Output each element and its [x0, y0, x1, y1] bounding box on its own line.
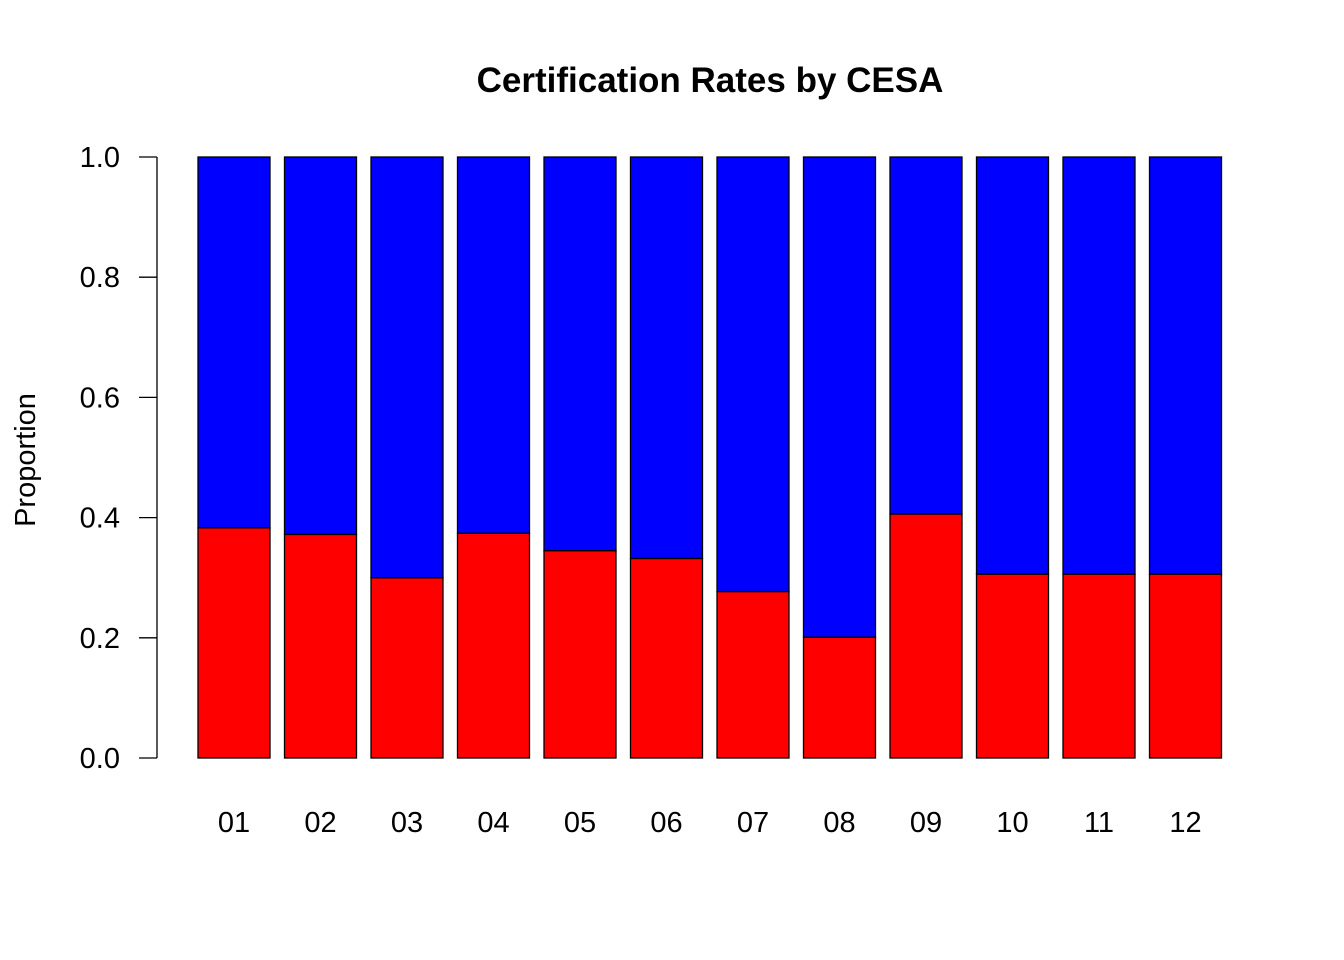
- bar-segment-11-0: [1062, 573, 1136, 759]
- x-tick-label: 02: [304, 807, 336, 839]
- x-axis-labels: 01 02 03 04 05 06 07 08 09 10 11 12: [218, 807, 1202, 839]
- bar-segment-09-0: [889, 513, 963, 759]
- y-tick-label: 0.8: [80, 262, 120, 294]
- bar-segment-08-0: [802, 636, 877, 759]
- x-tick-label: 11: [1084, 807, 1114, 839]
- y-axis-label: Proportion: [10, 393, 42, 527]
- x-tick-label: 12: [1169, 807, 1201, 839]
- bar-segment-04-1: [456, 156, 531, 534]
- bar-segment-05-0: [543, 550, 617, 759]
- x-tick-label: 08: [823, 807, 855, 839]
- x-tick-label: 07: [737, 807, 769, 839]
- bar-segment-12-0: [1148, 573, 1223, 759]
- y-tick-label: 0.0: [80, 743, 120, 775]
- bar-segment-06-1: [629, 156, 704, 560]
- bar-segment-12-1: [1148, 156, 1223, 575]
- y-tick-label: 0.6: [80, 382, 120, 414]
- x-tick-label: 04: [477, 807, 509, 839]
- bar-segment-03-1: [370, 156, 444, 579]
- bar-segment-08-1: [802, 156, 877, 638]
- bar-segment-10-0: [975, 573, 1050, 759]
- bar-segment-02-1: [283, 156, 358, 536]
- bar-segment-11-1: [1062, 156, 1136, 575]
- y-axis: 0.0 0.2 0.4 0.6 0.8 1.0: [80, 142, 158, 775]
- bar-segment-01-1: [197, 156, 271, 529]
- bar-segment-07-1: [716, 156, 790, 593]
- x-tick-label: 01: [218, 807, 250, 839]
- x-tick-label: 06: [650, 807, 682, 839]
- bar-segment-06-0: [629, 557, 704, 759]
- bars: [197, 156, 1223, 759]
- bar-segment-07-0: [716, 590, 790, 759]
- y-tick-label: 0.4: [80, 503, 120, 535]
- y-tick-label: 1.0: [80, 142, 120, 174]
- x-tick-label: 09: [910, 807, 942, 839]
- x-tick-label: 05: [564, 807, 596, 839]
- chart-title: Certification Rates by CESA: [477, 61, 944, 100]
- x-tick-label: 03: [391, 807, 423, 839]
- bar-segment-02-0: [283, 533, 358, 759]
- y-tick-label: 0.2: [80, 623, 120, 655]
- bar-segment-10-1: [975, 156, 1050, 575]
- bar-segment-01-0: [197, 527, 271, 759]
- bar-segment-05-1: [543, 156, 617, 552]
- bar-segment-04-0: [456, 532, 531, 759]
- bar-segment-03-0: [370, 577, 444, 759]
- x-tick-label: 10: [996, 807, 1028, 839]
- bar-segment-09-1: [889, 156, 963, 515]
